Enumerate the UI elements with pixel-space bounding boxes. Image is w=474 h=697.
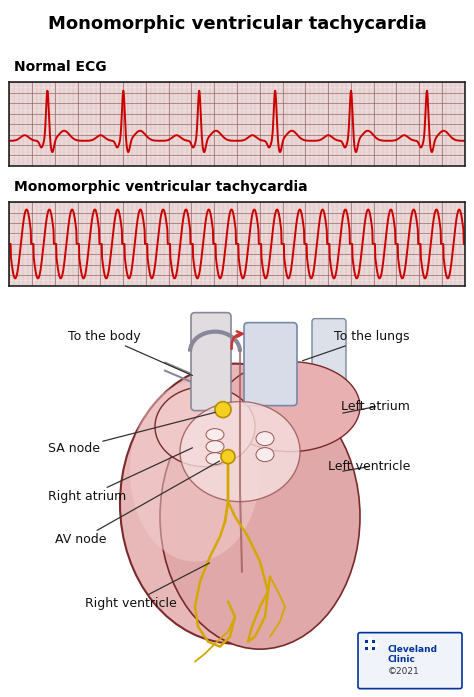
Text: ©2021: ©2021 [388,667,420,676]
Text: SA node: SA node [48,413,215,455]
Ellipse shape [160,384,360,649]
Circle shape [215,401,231,418]
FancyBboxPatch shape [244,323,297,406]
FancyBboxPatch shape [191,313,231,411]
Circle shape [221,450,235,464]
Ellipse shape [206,429,224,441]
FancyBboxPatch shape [312,319,346,410]
Ellipse shape [256,447,274,461]
Bar [368,636,372,652]
Text: Monomorphic ventricular tachycardia: Monomorphic ventricular tachycardia [14,180,308,194]
Bar [365,640,375,650]
Text: Left ventricle: Left ventricle [328,460,410,473]
Ellipse shape [120,364,350,643]
Ellipse shape [206,441,224,452]
Text: AV node: AV node [55,461,219,546]
Ellipse shape [180,401,300,502]
Text: Cleveland: Cleveland [388,645,438,654]
Text: Right ventricle: Right ventricle [85,563,210,610]
FancyBboxPatch shape [358,633,462,689]
Text: Clinic: Clinic [388,655,416,664]
Text: Monomorphic ventricular tachycardia: Monomorphic ventricular tachycardia [47,15,427,33]
Ellipse shape [206,452,224,465]
Ellipse shape [220,362,360,452]
Text: To the lungs: To the lungs [302,330,410,361]
Text: Right atrium: Right atrium [48,447,192,503]
Text: Normal ECG: Normal ECG [14,60,107,74]
Bar [362,643,378,647]
Ellipse shape [256,431,274,445]
Ellipse shape [155,387,255,466]
Text: To the body: To the body [68,330,192,376]
Text: Left atrium: Left atrium [341,400,410,413]
Ellipse shape [130,382,260,562]
